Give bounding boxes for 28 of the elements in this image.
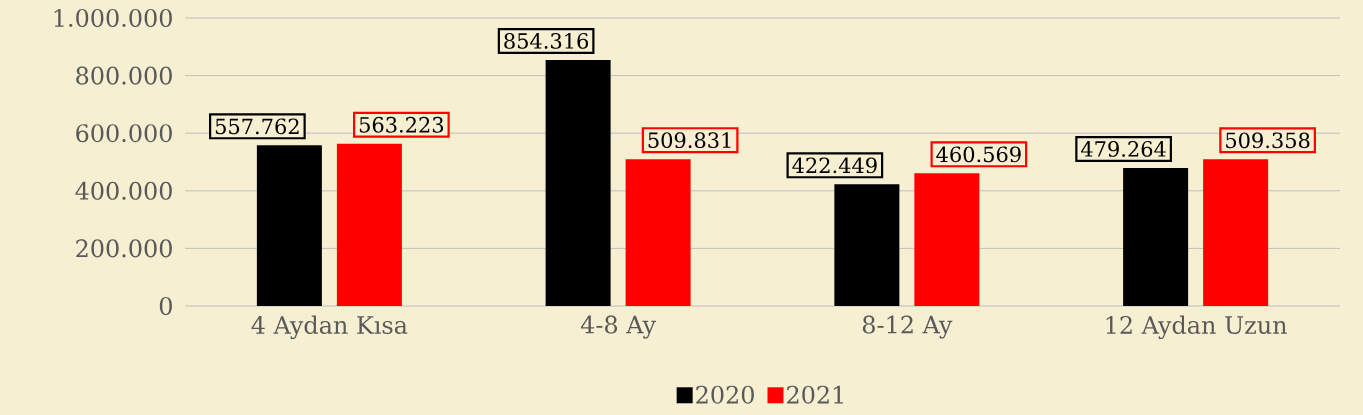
y-tick-label: 1.000.000 [54,8,172,28]
bar [545,59,611,306]
bar [336,143,402,306]
data-label: 509.831 [648,132,731,149]
data-label: 854.316 [504,33,589,49]
data-label: 460.569 [936,146,1021,163]
y-tick-label: 800.000 [76,66,172,85]
x-tick-label: 8-12 Ay [862,315,953,339]
x-tick-label: 4-8 Ay [580,315,657,339]
legend-label: 2020 [696,385,754,404]
bar [625,159,691,306]
y-tick-label: 600.000 [76,124,172,143]
legend-label: 2021 [787,385,843,404]
y-tick-label: 0 [159,296,172,316]
bar [1203,159,1269,306]
x-tick-label: 4 Aydan Kısa [251,315,408,339]
y-tick-label: 400.000 [75,181,172,200]
data-label: 509.358 [1226,132,1310,149]
bar [1123,167,1189,306]
x-tick-label: 12 Aydan Uzun [1106,315,1287,339]
data-label: 422.449 [792,157,877,174]
bar [256,145,322,306]
bar [834,184,900,306]
y-tick-label: 200.000 [76,239,172,258]
data-label: 479.264 [1080,141,1166,157]
data-label: 557.762 [215,118,299,135]
data-label: 563.223 [359,116,444,133]
bar [914,173,980,306]
